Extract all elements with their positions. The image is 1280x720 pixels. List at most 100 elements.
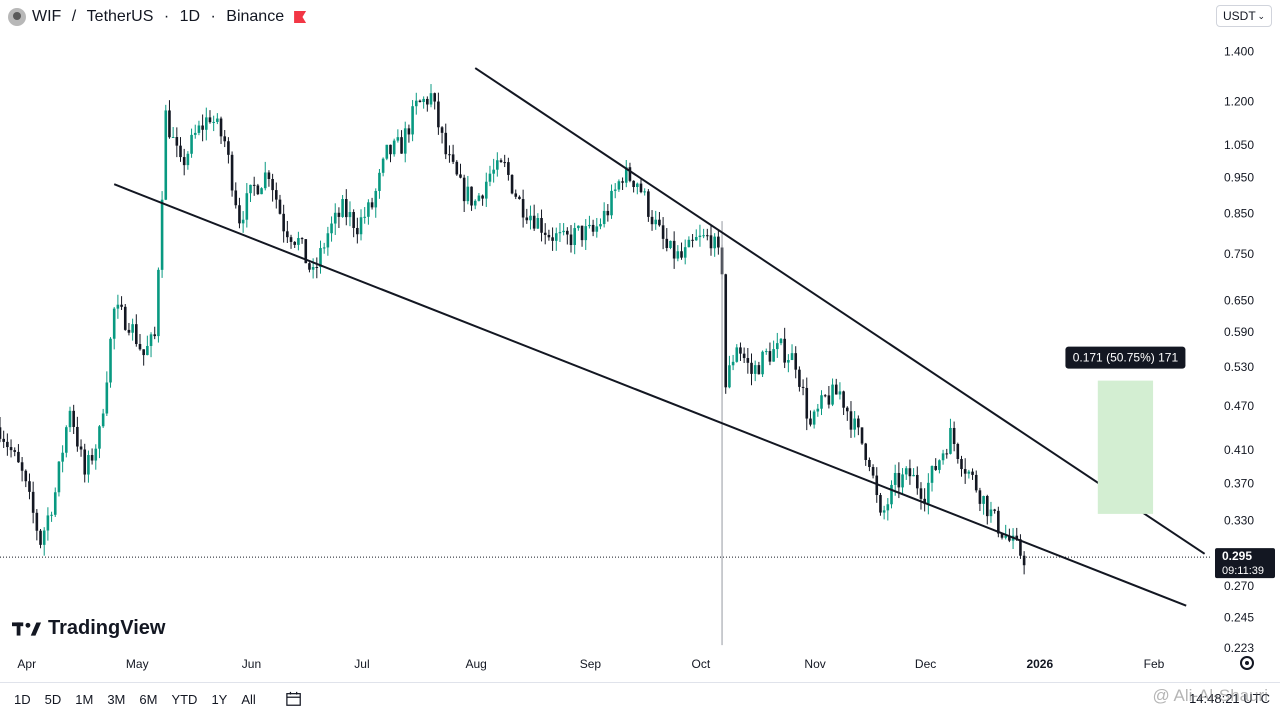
candle-body	[31, 491, 35, 513]
candle-body	[282, 213, 285, 232]
candle	[949, 418, 952, 455]
candle-body	[234, 190, 238, 206]
candle	[1004, 524, 1008, 540]
timeframe-1y[interactable]: 1Y	[211, 691, 228, 707]
candle-body	[344, 199, 348, 218]
candle	[882, 505, 886, 520]
candle-body	[503, 162, 506, 164]
candle-body	[672, 240, 676, 259]
price-chart[interactable]: 0.171 (50.75%) 171 1.400 1.200 1.050 0.950 0…	[0, 0, 1280, 682]
y-tick-label: 0.950	[1224, 170, 1254, 184]
candle-body	[28, 481, 31, 492]
timeframe-ytd[interactable]: YTD	[171, 691, 198, 707]
candle	[683, 239, 687, 265]
candle	[985, 494, 989, 525]
candle-body	[83, 449, 87, 475]
candle-body	[514, 193, 518, 197]
y-tick-label: 0.530	[1224, 360, 1254, 374]
candle-body	[42, 530, 46, 545]
candle	[484, 172, 488, 207]
candle	[908, 459, 912, 485]
candle	[488, 165, 492, 187]
candle-body	[216, 118, 219, 122]
candle	[149, 332, 153, 358]
interval-label: 1D	[179, 8, 201, 25]
candle	[871, 464, 875, 479]
candle-body	[455, 161, 459, 175]
candle	[256, 183, 260, 196]
candle	[687, 236, 691, 248]
candle	[731, 354, 735, 371]
candle-body	[879, 495, 882, 513]
candle	[24, 469, 28, 488]
candle	[974, 470, 978, 493]
candle-body	[473, 200, 477, 206]
timeframe-1d[interactable]: 1D	[14, 691, 31, 707]
tradingview-logo-icon	[12, 621, 42, 636]
candle	[510, 174, 514, 195]
candle	[982, 495, 985, 515]
candle	[157, 267, 160, 343]
candle	[938, 459, 941, 474]
candle	[50, 511, 53, 522]
candle	[94, 444, 98, 470]
candle-body	[798, 369, 801, 387]
candle-body	[901, 474, 904, 488]
candle	[636, 182, 639, 195]
symbol-header[interactable]: WIF / TetherUS · 1D · Binance	[8, 6, 307, 28]
candle-body	[532, 215, 536, 229]
candle-body	[193, 132, 197, 135]
candle-body	[164, 110, 168, 200]
candle	[315, 257, 319, 279]
candle-body	[728, 365, 731, 388]
candle	[271, 173, 274, 202]
candle	[518, 195, 521, 200]
candle	[669, 240, 672, 250]
candle	[278, 194, 282, 215]
candle-body	[779, 338, 783, 344]
currency-selector[interactable]: USDT ⌄	[1216, 5, 1272, 27]
candle-body	[845, 407, 849, 412]
gear-icon[interactable]	[1240, 656, 1254, 670]
flag-icon[interactable]	[294, 11, 307, 23]
candle	[470, 186, 473, 211]
y-tick-label: 1.050	[1224, 138, 1254, 152]
timeframe-6m[interactable]: 6M	[139, 691, 158, 707]
timeframe-1m[interactable]: 1M	[75, 691, 94, 707]
candle	[403, 121, 407, 163]
candle-body	[599, 224, 602, 227]
candle-body	[13, 450, 17, 452]
candle	[2, 430, 5, 448]
candle	[212, 115, 215, 132]
candle	[319, 240, 322, 274]
candle-body	[252, 184, 256, 186]
candle	[834, 378, 838, 395]
candle	[42, 527, 46, 556]
candle	[455, 160, 459, 176]
timeframe-3m[interactable]: 3M	[107, 691, 126, 707]
candle-body	[352, 212, 355, 228]
candle	[577, 225, 580, 231]
timeframe-all[interactable]: All	[241, 691, 256, 707]
candle	[274, 182, 278, 209]
candle	[890, 480, 893, 509]
candle-body	[293, 241, 297, 245]
symbol-logo-icon	[8, 8, 26, 26]
utc-clock[interactable]: 14:48:21 UTC	[1189, 691, 1270, 706]
y-tick-label: 0.223	[1224, 641, 1254, 655]
candle	[569, 225, 573, 253]
candle	[599, 218, 602, 230]
timeframe-5d[interactable]: 5D	[44, 691, 62, 707]
candle	[429, 84, 433, 108]
candle-body	[101, 413, 105, 427]
candle	[426, 96, 429, 112]
calendar-range-icon[interactable]	[285, 691, 303, 707]
candle-body	[632, 180, 635, 187]
candle	[348, 201, 352, 227]
candle-body	[135, 324, 138, 345]
candle	[864, 442, 868, 466]
candle-body	[624, 167, 628, 183]
symbol-name: WIF	[32, 8, 62, 25]
candle	[805, 377, 809, 431]
candle-body	[985, 496, 989, 517]
